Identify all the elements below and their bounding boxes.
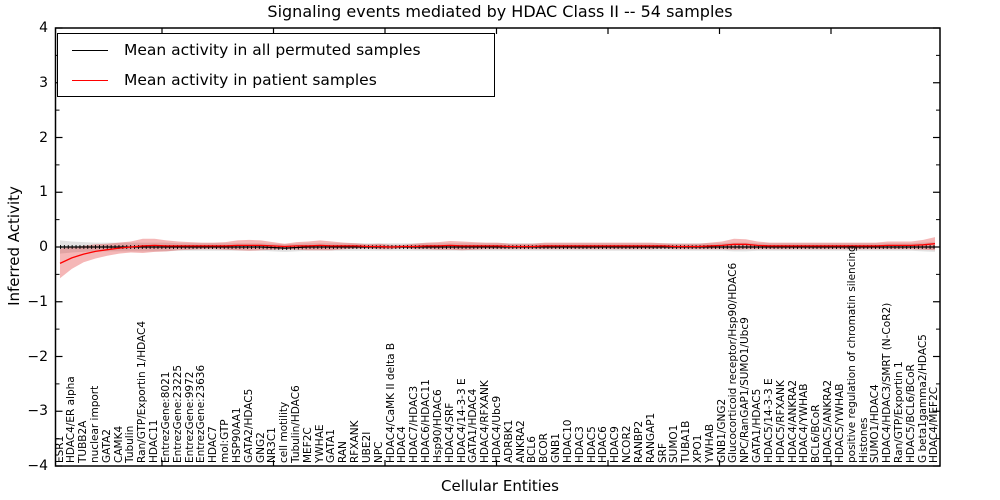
y-tick-label: 4 (39, 20, 48, 36)
x-tick-label: HDAC4 (396, 426, 409, 463)
x-tick-label: GNB1 (550, 433, 563, 463)
x-tick-label: HDAC5/RFXANK (774, 380, 787, 463)
x-tick-label: HDAC5/14-3-3 E (762, 378, 775, 463)
x-tick-label: MEF2C (301, 427, 314, 463)
x-tick-label: Tubulin (124, 425, 137, 463)
x-tick-label: Ran/GTP/Exportin 1/HDAC4 (136, 320, 149, 463)
x-tick-label: HDAC6 (597, 426, 610, 463)
legend-item-patient: Mean activity in patient samples (58, 66, 494, 94)
x-tick-label: nuclear import (88, 385, 101, 463)
legend-box: Mean activity in all permuted samples Me… (57, 33, 495, 97)
x-tick-label: HDAC4/14-3-3 E (455, 378, 468, 463)
x-tick-label: NCOR2 (621, 425, 634, 463)
x-tick-label: EntrezGene:23636 (195, 364, 208, 463)
x-tick-label: GATA1/HDAC5 (751, 388, 764, 463)
x-tick-label: SUMO1 (668, 424, 681, 463)
x-tick-label: NPC (372, 441, 385, 463)
x-axis-label: Cellular Entities (441, 477, 559, 495)
legend-item-permuted: Mean activity in all permuted samples (58, 36, 494, 64)
x-tick-label: TUBB2A (77, 420, 90, 463)
patient-confidence-band (60, 237, 935, 279)
x-tick-label: GATA2 (100, 429, 113, 463)
x-tick-label: UBE2I (360, 431, 373, 463)
x-tick-label: YWHAB (703, 423, 716, 463)
y-tick-label: −4 (27, 458, 48, 474)
x-tick-label: HDAC7 (207, 426, 220, 463)
x-tick-label: Tubulin/HDAC6 (289, 385, 302, 463)
x-tick-label: Glucocorticoid receptor/Hsp90/HDAC6 (727, 262, 740, 463)
x-tick-label: HDAC4/YWHAB (798, 383, 811, 463)
x-tick-label: BCOR (538, 433, 551, 463)
x-tick-label: HSP90AA1 (230, 407, 243, 463)
y-tick-label: −1 (27, 293, 48, 310)
x-tick-label: CAMK4 (112, 425, 125, 463)
x-tick-label: cell motility (278, 401, 291, 463)
x-tick-label: Ran/GTP/Exportin 1 (893, 361, 905, 463)
patient-mean-line (59, 243, 936, 264)
permuted-sample-markers (60, 245, 935, 251)
x-tick-label: RANBP2 (632, 420, 645, 463)
x-tick-label: HDAC4/ANKRA2 (786, 379, 799, 463)
x-tick-label: XPO1 (691, 434, 704, 463)
y-tick-label: 0 (39, 239, 48, 255)
x-tick-label: HDAC5/YWHAB (833, 383, 846, 463)
x-tick-label: EntrezGene:9972 (183, 371, 196, 463)
x-tick-label: HDAC5/ANKRA2 (822, 379, 835, 463)
y-tick-label: 2 (39, 129, 48, 146)
y-tick-label: −3 (27, 403, 48, 420)
x-tick-label: GATA1/HDAC4 (467, 388, 480, 463)
x-tick-label: TUBA1B (680, 420, 693, 463)
x-tick-label: mol:GTP (219, 419, 232, 463)
x-tick-label: Histones (857, 417, 870, 463)
legend-label-permuted: Mean activity in all permuted samples (124, 41, 421, 59)
x-tick-label: HDAC4/ER alpha (65, 376, 78, 463)
patient-line-swatch (72, 79, 108, 81)
x-tick-label: YWHAE (313, 424, 326, 463)
x-tick-label: HDAC4/HDAC3/SMRT (N-CoR2) (881, 302, 894, 463)
permuted-line-swatch (72, 49, 108, 51)
y-tick-label: −2 (27, 348, 48, 365)
x-tick-label: RFXANK (349, 420, 362, 463)
x-tick-label: RANGAP1 (644, 412, 657, 463)
x-tick-label: BCL6/BCoR (810, 404, 823, 464)
x-tick-label: NR3C1 (266, 427, 279, 463)
x-tick-label: positive regulation of chromatin silenci… (845, 245, 858, 463)
x-tick-label: HDAC7/HDAC3 (408, 385, 421, 463)
x-tick-label: Hsp90/HDAC6 (431, 389, 444, 463)
x-tick-label: HDAC5/BCL6/BCoR (904, 364, 917, 463)
x-tick-label: HDAC4/MEF2C (928, 386, 941, 463)
x-tick-label: NPC/RanGAP1/SUMO1/Ubc9 (739, 317, 752, 463)
x-tick-label: GNB1/GNG2 (715, 398, 728, 463)
x-tick-label: HDAC3 (573, 426, 586, 463)
x-tick-label: HDAC4/RFXANK (479, 380, 492, 463)
x-tick-label: ADRBK1 (502, 419, 515, 463)
x-tick-label: GNG2 (254, 432, 267, 463)
x-tick-label: HDAC5 (585, 426, 598, 463)
x-tick-label: RAN (337, 441, 350, 463)
x-tick-label: GATA2/HDAC5 (242, 388, 255, 463)
x-tick-label: HDAC11 (148, 419, 161, 464)
y-tick-label: 1 (39, 184, 48, 201)
x-tick-label: HDAC4/CaMK II delta B (384, 342, 397, 463)
x-tick-label: EntrezGene:8021 (159, 371, 172, 463)
x-tick-label: HDAC10 (561, 419, 574, 464)
x-tick-label: ESR1 (53, 435, 66, 463)
x-tick-label: HDAC4/Ubc9 (490, 395, 503, 463)
x-tick-label: GATA1 (325, 429, 338, 463)
x-tick-label: G beta1gamma2/HDAC5 (916, 334, 929, 463)
legend-label-patient: Mean activity in patient samples (124, 71, 377, 89)
x-tick-label: HDAC6/HDAC11 (420, 379, 433, 463)
x-tick-label: HDAC9 (609, 426, 622, 463)
y-tick-label: 3 (39, 74, 48, 91)
chart-title: Signaling events mediated by HDAC Class … (267, 2, 733, 21)
x-tick-label: SRF (656, 442, 669, 463)
x-tick-label: EntrezGene:23225 (171, 364, 184, 463)
x-tick-label: BCL6 (526, 436, 539, 463)
x-tick-label: HDAC4/SRF (443, 402, 456, 463)
x-tick-label: ANKRA2 (514, 420, 527, 463)
x-tick-label: SUMO1/HDAC4 (869, 384, 882, 463)
